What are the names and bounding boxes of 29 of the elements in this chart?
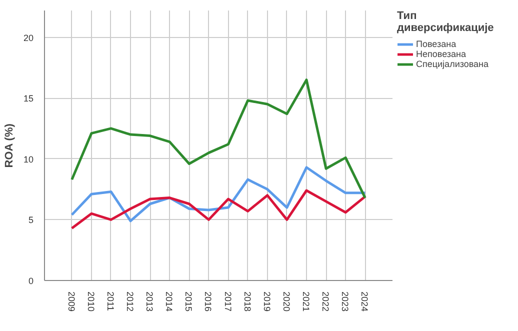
x-tick-label: 2010 <box>86 292 96 312</box>
y-tick-label: 0 <box>28 276 34 286</box>
x-tick-label: 2016 <box>203 292 214 312</box>
line-series <box>70 78 366 200</box>
x-tick-label: 2013 <box>144 292 155 312</box>
x-tick-label: 2019 <box>262 292 272 312</box>
legend-label: Неповезана <box>416 49 466 59</box>
x-tick-label: 2015 <box>184 292 194 312</box>
y-tick-label: 20 <box>23 32 34 43</box>
x-tick-label: 2017 <box>222 292 233 312</box>
x-tick-label: 2012 <box>125 292 136 312</box>
y-axis-title: ROA (%) <box>3 123 16 168</box>
x-tick-label: 2021 <box>300 292 311 312</box>
y-tick-label: 10 <box>23 154 34 164</box>
x-tick-label: 2009 <box>66 292 76 312</box>
legend-label: Повезана <box>416 39 456 49</box>
x-tick-label: 2014 <box>164 292 174 312</box>
line-series <box>70 189 366 230</box>
x-tick-label: 2022 <box>320 292 331 312</box>
legend-title: Тип диверсификације <box>397 10 494 34</box>
line-series <box>70 166 366 222</box>
legend-label: Специјализована <box>416 59 489 69</box>
x-tick-label: 2023 <box>340 292 350 312</box>
x-tick-label: 2024 <box>360 292 370 312</box>
x-tick-label: 2020 <box>281 292 292 312</box>
y-tick-label: 5 <box>28 215 34 226</box>
y-tick-label: 15 <box>23 94 34 104</box>
x-tick-label: 2018 <box>242 292 252 312</box>
x-tick-label: 2011 <box>105 292 116 311</box>
